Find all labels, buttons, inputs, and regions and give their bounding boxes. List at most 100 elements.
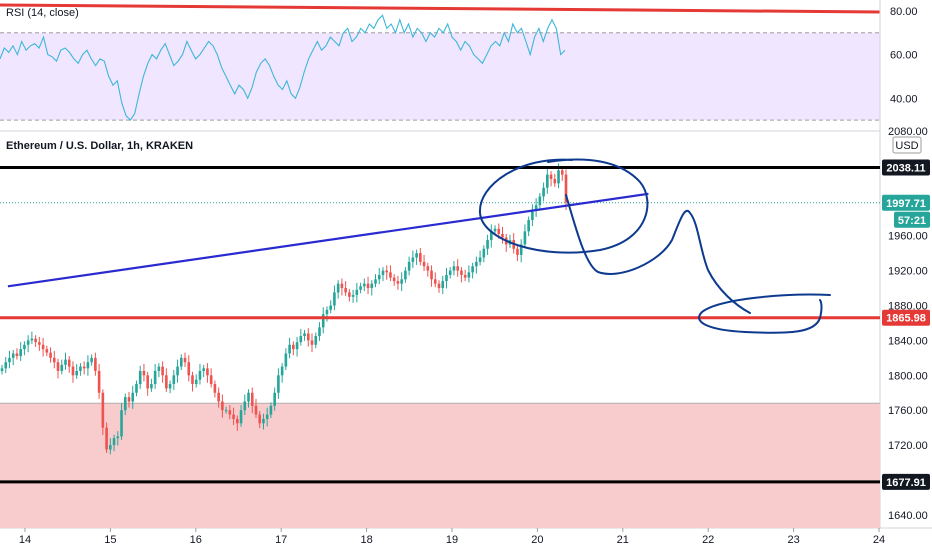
- candle-body: [153, 370, 157, 385]
- candle-body: [445, 274, 448, 282]
- candle-body: [250, 392, 254, 406]
- rsi-overbought-oversold-band: [0, 32, 880, 121]
- candle-body: [471, 266, 474, 273]
- blue-trendline: [7, 192, 649, 288]
- candle-body: [112, 438, 116, 446]
- candle-body: [79, 366, 82, 371]
- candle-body: [243, 401, 247, 411]
- candle-body: [0, 368, 4, 371]
- price-y-tick-label: 1640.00: [888, 510, 928, 522]
- candle-body: [538, 196, 542, 206]
- candle-body: [478, 257, 482, 262]
- candle-body: [161, 366, 164, 376]
- candle-body: [49, 352, 52, 358]
- candle-body: [404, 270, 407, 280]
- candle-body: [8, 357, 11, 363]
- rsi-red-trendline: [0, 3, 881, 14]
- candle-body: [527, 219, 530, 232]
- candle-body: [321, 314, 325, 328]
- circle-annotation: [478, 158, 649, 254]
- candle-body: [419, 253, 422, 262]
- candle-body: [127, 397, 131, 402]
- candle-body: [336, 283, 340, 293]
- time-tick-label: 22: [702, 534, 714, 546]
- candle-body: [437, 283, 441, 289]
- red-demand-zone: [0, 403, 880, 528]
- price-labels: 2038.11 1997.71 1865.98 1677.91 57:21: [882, 159, 930, 490]
- candle-body: [374, 279, 377, 284]
- candle-body: [165, 375, 168, 389]
- candle-body: [475, 261, 478, 267]
- candle-body: [23, 344, 26, 350]
- price-y-tick-label: 1760.00: [888, 405, 928, 417]
- candle-body: [441, 281, 445, 289]
- candle-body: [64, 359, 67, 365]
- candle-body: [265, 414, 269, 419]
- candle-body: [34, 338, 37, 343]
- candle-body: [452, 266, 456, 271]
- candle-body: [489, 231, 493, 241]
- candle-body: [209, 375, 213, 385]
- candle-body: [232, 414, 235, 419]
- candle-body: [67, 359, 71, 367]
- currency-box[interactable]: [892, 136, 922, 154]
- candle-body: [194, 379, 198, 385]
- candle-body: [52, 357, 56, 363]
- candle-body: [254, 405, 258, 415]
- candle-body: [407, 261, 411, 271]
- price-y-tick-label: 1880.00: [888, 301, 928, 313]
- candle-body: [385, 270, 389, 273]
- candle-body: [75, 370, 79, 376]
- candle-body: [362, 283, 366, 287]
- candle-body: [467, 272, 471, 278]
- candle-body: [131, 392, 135, 402]
- candle-body: [329, 305, 332, 310]
- candle-body: [41, 344, 45, 350]
- candle-body: [168, 384, 172, 389]
- candle-body: [224, 410, 228, 412]
- candle-body: [288, 344, 291, 354]
- currency-label: USD: [895, 140, 918, 152]
- price-badge-label: 1997.71: [886, 198, 926, 210]
- candle-body: [273, 392, 276, 406]
- candle-body: [348, 292, 351, 297]
- candle-body: [411, 257, 415, 262]
- candle-body: [187, 362, 191, 376]
- price-pane: 2080.00 1960.00 1920.00 1880.00 1840.00 1800.…: [0, 126, 930, 528]
- candle-body: [97, 370, 101, 393]
- candle-body: [94, 357, 97, 371]
- candle-body: [26, 340, 30, 345]
- candle-body: [292, 344, 295, 350]
- candle-body: [355, 289, 359, 296]
- candle-body: [142, 370, 146, 376]
- candle-body: [306, 333, 310, 341]
- candle-body: [463, 274, 467, 278]
- candle-body: [284, 353, 288, 367]
- candle-body: [15, 353, 19, 357]
- price-badge: [882, 309, 930, 326]
- rsi-y-axis: 80.00 60.00 40.00: [890, 6, 918, 105]
- candle-body: [333, 292, 336, 306]
- rsi-series-line: [0, 14, 566, 121]
- candle-body: [236, 418, 239, 424]
- price-title: Ethereum / U.S. Dollar, 1h, KRAKEN: [6, 140, 193, 152]
- candle-body: [366, 283, 370, 289]
- candle-body: [564, 174, 568, 203]
- price-y-tick-label: 1840.00: [888, 335, 928, 347]
- candle-body: [56, 362, 60, 371]
- candle-body: [179, 357, 183, 367]
- price-badge: [882, 194, 930, 211]
- candle-body: [519, 244, 523, 255]
- time-tick-label: 21: [617, 534, 629, 546]
- candle-body: [501, 233, 504, 238]
- candlesticks: [0, 163, 568, 455]
- candle-body: [90, 357, 93, 363]
- candle-body: [460, 270, 463, 275]
- price-y-tick-label: 1720.00: [888, 440, 928, 452]
- price-y-tick-label: 1960.00: [888, 231, 928, 243]
- rsi-y-tick-label: 80.00: [890, 6, 918, 18]
- candle-body: [269, 405, 273, 415]
- candle-body: [396, 281, 400, 284]
- horizontal-levels: [0, 166, 880, 484]
- candle-body: [546, 174, 549, 188]
